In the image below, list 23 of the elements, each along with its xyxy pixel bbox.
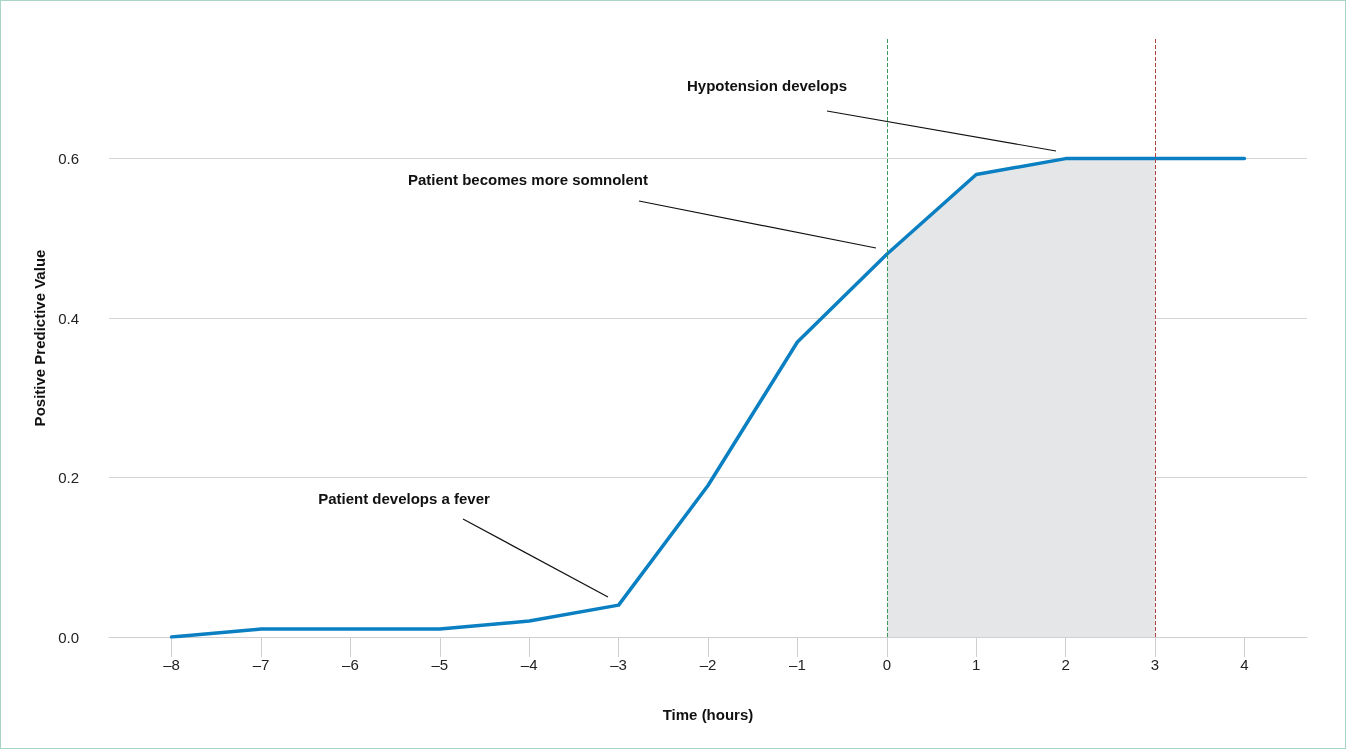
x-tick-label: 3 — [1150, 656, 1160, 673]
x-tick-label: –7 — [252, 656, 270, 673]
x-tick-label: –6 — [342, 656, 359, 673]
x-tick-label: 0 — [882, 656, 891, 673]
x-axis-title: Time (hours) — [662, 706, 754, 723]
annotation: Patient becomes more somnolent — [407, 170, 649, 188]
line-series — [169, 156, 1247, 639]
x-tick-label: –1 — [789, 656, 806, 673]
y-tick-label: 0.0 — [58, 628, 79, 646]
annotation: Patient develops a fever — [318, 489, 491, 507]
x-tick-label: 1 — [972, 656, 981, 673]
x-tick-label: 4 — [1240, 656, 1249, 673]
x-tick-label: –3 — [610, 656, 627, 673]
y-tick-label: 0.4 — [58, 309, 79, 327]
y-axis-title: Positive Predictive Value — [31, 249, 49, 427]
x-tick-label: 2 — [1061, 656, 1070, 673]
x-tick-label: –5 — [431, 656, 449, 673]
x-tick-label: –4 — [520, 656, 538, 673]
y-tick-label: 0.2 — [58, 469, 79, 487]
x-tick-label: –8 — [163, 656, 180, 673]
y-tick-label: 0.6 — [58, 150, 79, 168]
annotation: Hypotension develops — [686, 76, 848, 94]
x-tick-label: –2 — [699, 656, 717, 673]
